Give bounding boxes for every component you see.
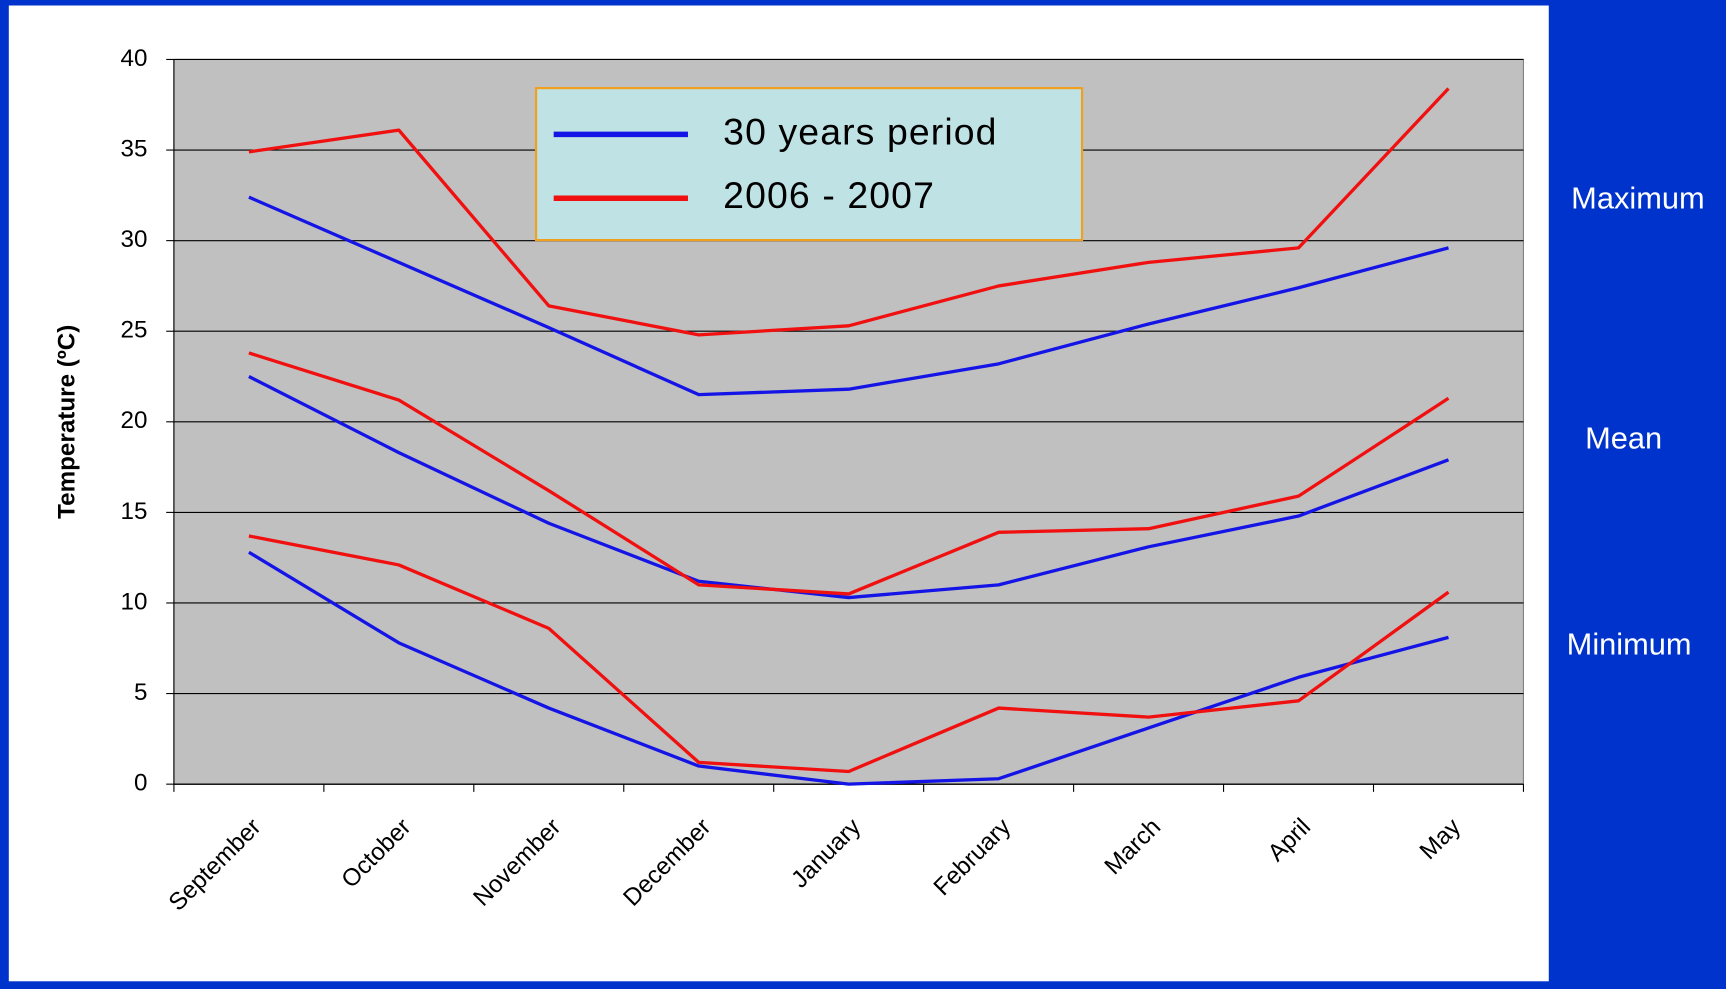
row-label: Mean <box>1585 421 1662 456</box>
data-line <box>248 351 1450 596</box>
y-tick-label: 30 <box>121 226 148 253</box>
data-line <box>248 550 1449 786</box>
y-tick-label: 40 <box>121 45 148 72</box>
row-label: Minimum <box>1567 627 1692 662</box>
y-tick-label: 25 <box>121 317 148 344</box>
y-tick-label: 0 <box>134 770 147 797</box>
y-tick-label: 10 <box>121 588 148 615</box>
data-line <box>248 375 1450 600</box>
legend-box <box>534 87 1084 242</box>
y-tick-label: 15 <box>121 498 148 525</box>
data-line <box>248 87 1450 337</box>
y-tick-label: 20 <box>121 407 148 434</box>
data-line <box>248 534 1450 774</box>
row-label: Maximum <box>1571 181 1704 216</box>
data-line <box>248 195 1449 397</box>
legend-label: 30 years period <box>723 110 997 152</box>
legend-label: 2006 - 2007 <box>723 174 935 216</box>
y-axis-title: Temperature (ºC) <box>54 325 81 519</box>
y-tick-label: 5 <box>134 679 147 706</box>
y-tick-label: 35 <box>121 135 148 162</box>
